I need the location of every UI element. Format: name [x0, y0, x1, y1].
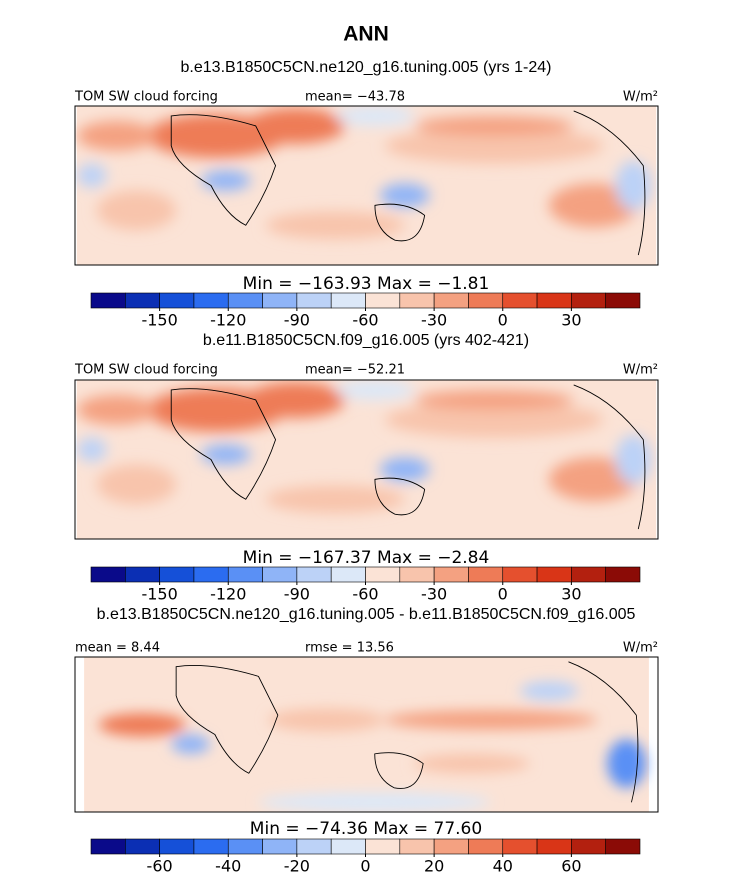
colorbar-tick-label: 60	[561, 857, 581, 876]
stats-label: Min = −167.37 Max = −2.84	[243, 548, 490, 568]
colorbar-box	[571, 566, 606, 583]
colorbar-box	[296, 292, 332, 309]
colorbar-box	[399, 838, 435, 855]
colorbar-box	[365, 292, 401, 309]
panel-subtitle: b.e13.B1850C5CN.ne120_g16.tuning.005 (yr…	[181, 59, 552, 76]
colorbar-box	[536, 838, 572, 855]
colorbar-box	[296, 566, 332, 583]
colorbar-tick-label: 0	[498, 585, 508, 604]
map-frame	[74, 656, 659, 813]
colorbar-box	[433, 292, 469, 309]
left-label: TOM SW cloud forcing	[74, 363, 218, 378]
colorbar-tick-label: 30	[561, 311, 581, 330]
colorbar-box	[571, 292, 606, 309]
colorbar-tick-label: -40	[215, 857, 241, 876]
colorbar-tick-label: -20	[284, 857, 310, 876]
stats-label: Min = −74.36 Max = 77.60	[250, 819, 482, 839]
colorbar-tick-label: -120	[210, 585, 246, 604]
colorbar-box	[262, 292, 298, 309]
colorbar-box	[262, 838, 298, 855]
colorbar-tick-label: -120	[210, 311, 246, 330]
map-frame	[74, 105, 659, 266]
colorbar-box	[90, 566, 126, 583]
colorbar-box	[193, 292, 229, 309]
colorbar-box	[605, 838, 641, 855]
colorbar-box	[468, 566, 504, 583]
colorbar-box	[571, 838, 606, 855]
colorbar-box	[125, 838, 160, 855]
colorbar-box	[502, 292, 538, 309]
colorbar-box	[159, 292, 195, 309]
colorbar-box	[468, 838, 504, 855]
map	[77, 380, 656, 539]
colorbar-tick-label: 20	[424, 857, 444, 876]
colorbar-tick-label: -150	[141, 311, 177, 330]
colorbar-box	[227, 566, 263, 583]
center-label: mean= −52.21	[305, 363, 405, 378]
colorbar-box	[605, 292, 641, 309]
colorbar-box	[433, 838, 469, 855]
colorbar-tick-label: -90	[284, 311, 310, 330]
colorbar-box	[330, 292, 366, 309]
colorbar-tick-label: -150	[141, 585, 177, 604]
colorbar-tick-label: -60	[147, 857, 173, 876]
colorbar-tick-label: 30	[561, 585, 581, 604]
center-label: mean= −43.78	[305, 90, 405, 105]
colorbar-box	[536, 292, 572, 309]
colorbar-box	[296, 838, 332, 855]
colorbar-box	[90, 838, 126, 855]
colorbar-box	[330, 838, 366, 855]
map	[84, 657, 649, 812]
figure-title: ANN	[343, 23, 389, 46]
colorbar-box	[365, 838, 401, 855]
center-label: rmse = 13.56	[305, 641, 394, 656]
left-label: mean = 8.44	[75, 641, 160, 656]
colorbar-tick-label: -60	[352, 311, 378, 330]
map	[77, 106, 656, 265]
colorbar-box	[365, 566, 401, 583]
colorbar-tick-label: -90	[284, 585, 310, 604]
colorbar-box	[399, 566, 435, 583]
panel-subtitle: b.e11.B1850C5CN.f09_g16.005 (yrs 402-421…	[203, 332, 529, 349]
colorbar-tick-label: -60	[352, 585, 378, 604]
units-label: W/m²	[623, 90, 658, 105]
colorbar-tick-label: 0	[360, 857, 370, 876]
left-label: TOM SW cloud forcing	[74, 90, 218, 105]
colorbar-box	[159, 838, 195, 855]
colorbar-tick-label: 0	[498, 311, 508, 330]
colorbar-box	[399, 292, 435, 309]
panel-subtitle: b.e13.B1850C5CN.ne120_g16.tuning.005 - b…	[97, 606, 636, 623]
colorbar-tick-label: 40	[493, 857, 513, 876]
stats-label: Min = −163.93 Max = −1.81	[243, 274, 490, 294]
colorbar-box	[262, 566, 298, 583]
colorbar-box	[330, 566, 366, 583]
colorbar-box	[193, 838, 229, 855]
panel: b.e13.B1850C5CN.ne120_g16.tuning.005 - b…	[74, 606, 659, 876]
colorbar-box	[536, 566, 572, 583]
colorbar-box	[125, 292, 160, 309]
colorbar-tick-label: -30	[421, 585, 447, 604]
colorbar-box	[468, 292, 504, 309]
panel: b.e11.B1850C5CN.f09_g16.005 (yrs 402-421…	[74, 332, 659, 604]
map-frame	[74, 379, 659, 540]
colorbar-tick-label: -30	[421, 311, 447, 330]
colorbar-box	[125, 566, 160, 583]
colorbar-box	[605, 566, 641, 583]
colorbar-box	[90, 292, 126, 309]
panel: b.e13.B1850C5CN.ne120_g16.tuning.005 (yr…	[74, 59, 659, 330]
colorbar-box	[502, 838, 538, 855]
units-label: W/m²	[623, 641, 658, 656]
panels: b.e13.B1850C5CN.ne120_g16.tuning.005 (yr…	[74, 59, 659, 876]
colorbar-box	[227, 292, 263, 309]
units-label: W/m²	[623, 363, 658, 378]
colorbar-box	[433, 566, 469, 583]
colorbar-box	[193, 566, 229, 583]
colorbar-box	[159, 566, 195, 583]
colorbar-box	[227, 838, 263, 855]
colorbar-box	[502, 566, 538, 583]
